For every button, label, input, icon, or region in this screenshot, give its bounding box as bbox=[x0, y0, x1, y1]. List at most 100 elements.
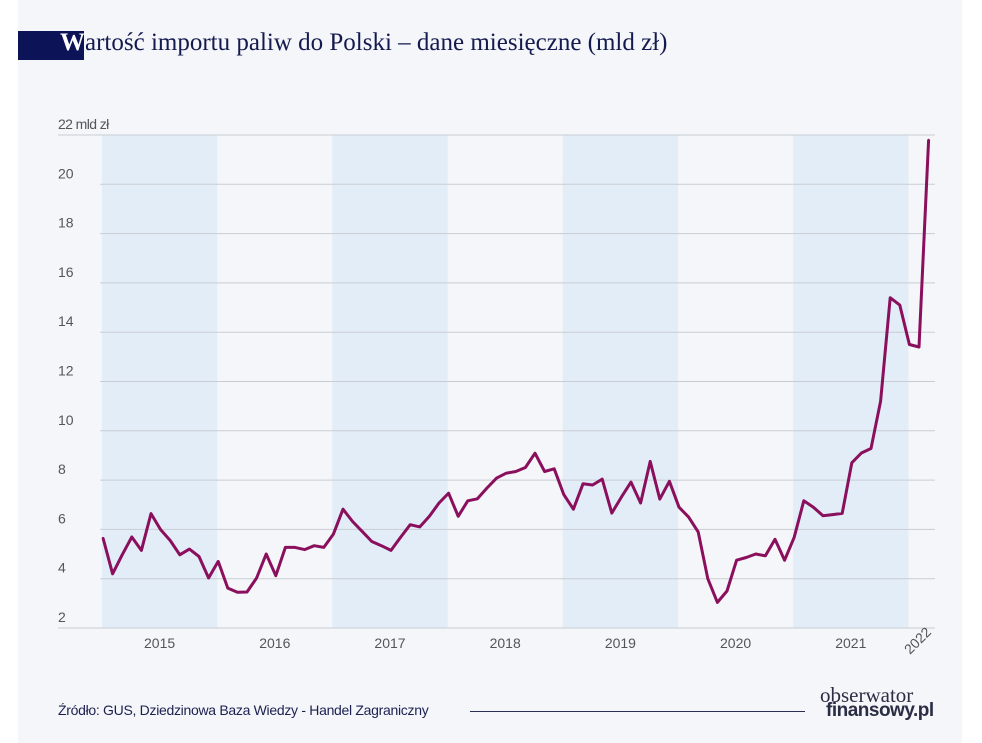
data-point bbox=[178, 553, 181, 556]
data-point bbox=[812, 506, 815, 509]
data-point bbox=[418, 525, 421, 529]
data-point bbox=[409, 523, 412, 526]
data-point bbox=[121, 553, 124, 556]
y-tick-label: 4 bbox=[58, 560, 66, 576]
data-point bbox=[927, 138, 930, 142]
x-tick-label: 2022 bbox=[901, 624, 934, 657]
data-point bbox=[188, 547, 191, 551]
data-point bbox=[485, 486, 489, 490]
title-rest: artość importu paliw do Polski – dane mi… bbox=[85, 29, 668, 56]
data-point bbox=[879, 400, 882, 403]
x-tick-label: 2020 bbox=[720, 635, 751, 651]
data-point bbox=[831, 513, 834, 516]
data-point bbox=[169, 539, 172, 542]
data-point bbox=[495, 476, 498, 480]
y-tick-label: 22 mld zł bbox=[58, 116, 110, 132]
data-point bbox=[793, 536, 796, 539]
data-point bbox=[313, 544, 316, 547]
title-accent-block bbox=[18, 31, 84, 60]
data-point bbox=[658, 497, 661, 501]
data-point bbox=[226, 586, 229, 590]
y-tick-label: 14 bbox=[58, 313, 74, 329]
data-point bbox=[207, 576, 210, 580]
data-point bbox=[601, 477, 604, 481]
data-point bbox=[783, 559, 786, 562]
data-point bbox=[754, 552, 757, 556]
data-point bbox=[341, 507, 345, 511]
data-point bbox=[236, 591, 239, 594]
data-point bbox=[649, 460, 652, 463]
data-point bbox=[111, 572, 114, 575]
data-point bbox=[610, 511, 613, 515]
y-tick-label: 12 bbox=[58, 363, 74, 379]
data-point bbox=[245, 590, 249, 594]
data-point bbox=[802, 499, 805, 503]
data-point bbox=[130, 535, 133, 539]
data-point bbox=[725, 589, 729, 593]
data-point bbox=[274, 574, 277, 577]
data-point bbox=[447, 491, 450, 495]
data-point bbox=[514, 470, 517, 473]
data-point bbox=[322, 546, 325, 549]
x-tick-label: 2019 bbox=[605, 635, 636, 651]
data-point bbox=[553, 467, 556, 470]
chart-title: Wartość importu paliw do Polski – dane m… bbox=[60, 29, 668, 57]
source-note: Źródło: GUS, Dziedzinowa Baza Wiedzy - H… bbox=[58, 702, 429, 718]
data-point bbox=[303, 548, 306, 551]
data-point bbox=[629, 480, 633, 484]
y-tick-label: 10 bbox=[58, 412, 74, 428]
data-point bbox=[197, 555, 201, 558]
title-first-letter: W bbox=[60, 29, 85, 56]
x-tick-label: 2021 bbox=[835, 635, 866, 651]
data-point bbox=[217, 560, 220, 563]
data-point bbox=[850, 461, 853, 465]
data-point bbox=[101, 536, 105, 540]
data-point bbox=[428, 515, 431, 518]
y-tick-label: 20 bbox=[58, 165, 74, 181]
data-point bbox=[745, 556, 748, 559]
x-tick-label: 2017 bbox=[374, 635, 405, 651]
data-point bbox=[351, 520, 354, 523]
data-point bbox=[869, 447, 873, 450]
data-point bbox=[841, 512, 844, 515]
logo-line1: obserwator bbox=[820, 683, 914, 707]
data-point bbox=[159, 528, 162, 531]
data-point bbox=[361, 530, 364, 533]
data-point bbox=[677, 506, 681, 509]
data-point bbox=[370, 540, 373, 543]
data-point bbox=[389, 549, 393, 552]
data-point bbox=[284, 546, 287, 549]
data-point bbox=[380, 544, 383, 547]
data-point bbox=[860, 451, 863, 455]
data-point bbox=[591, 483, 594, 487]
y-tick-label: 2 bbox=[58, 609, 66, 625]
data-point bbox=[476, 497, 479, 501]
y-tick-label: 6 bbox=[58, 510, 66, 526]
logo: obserwator finansowy.pl bbox=[820, 683, 934, 721]
data-point bbox=[572, 507, 575, 511]
data-point bbox=[917, 345, 921, 349]
data-point bbox=[821, 514, 825, 518]
y-tick-label: 16 bbox=[58, 264, 74, 280]
y-tick-label: 8 bbox=[58, 461, 66, 477]
data-point bbox=[706, 577, 709, 580]
data-point bbox=[668, 480, 671, 483]
data-point bbox=[149, 512, 153, 515]
data-point bbox=[620, 495, 623, 499]
x-tick-label: 2015 bbox=[144, 635, 175, 651]
data-point bbox=[457, 515, 460, 518]
data-point bbox=[140, 549, 143, 552]
data-point bbox=[898, 303, 901, 307]
data-point bbox=[505, 471, 508, 475]
data-point bbox=[466, 499, 469, 503]
data-point bbox=[581, 482, 585, 485]
logo-line2: finansowy.pl bbox=[826, 700, 934, 721]
data-point bbox=[543, 470, 546, 473]
data-point bbox=[889, 296, 892, 299]
data-point bbox=[562, 493, 565, 496]
data-point bbox=[697, 530, 700, 534]
data-point bbox=[764, 554, 767, 557]
y-tick-label: 18 bbox=[58, 215, 74, 231]
data-point bbox=[533, 452, 537, 455]
